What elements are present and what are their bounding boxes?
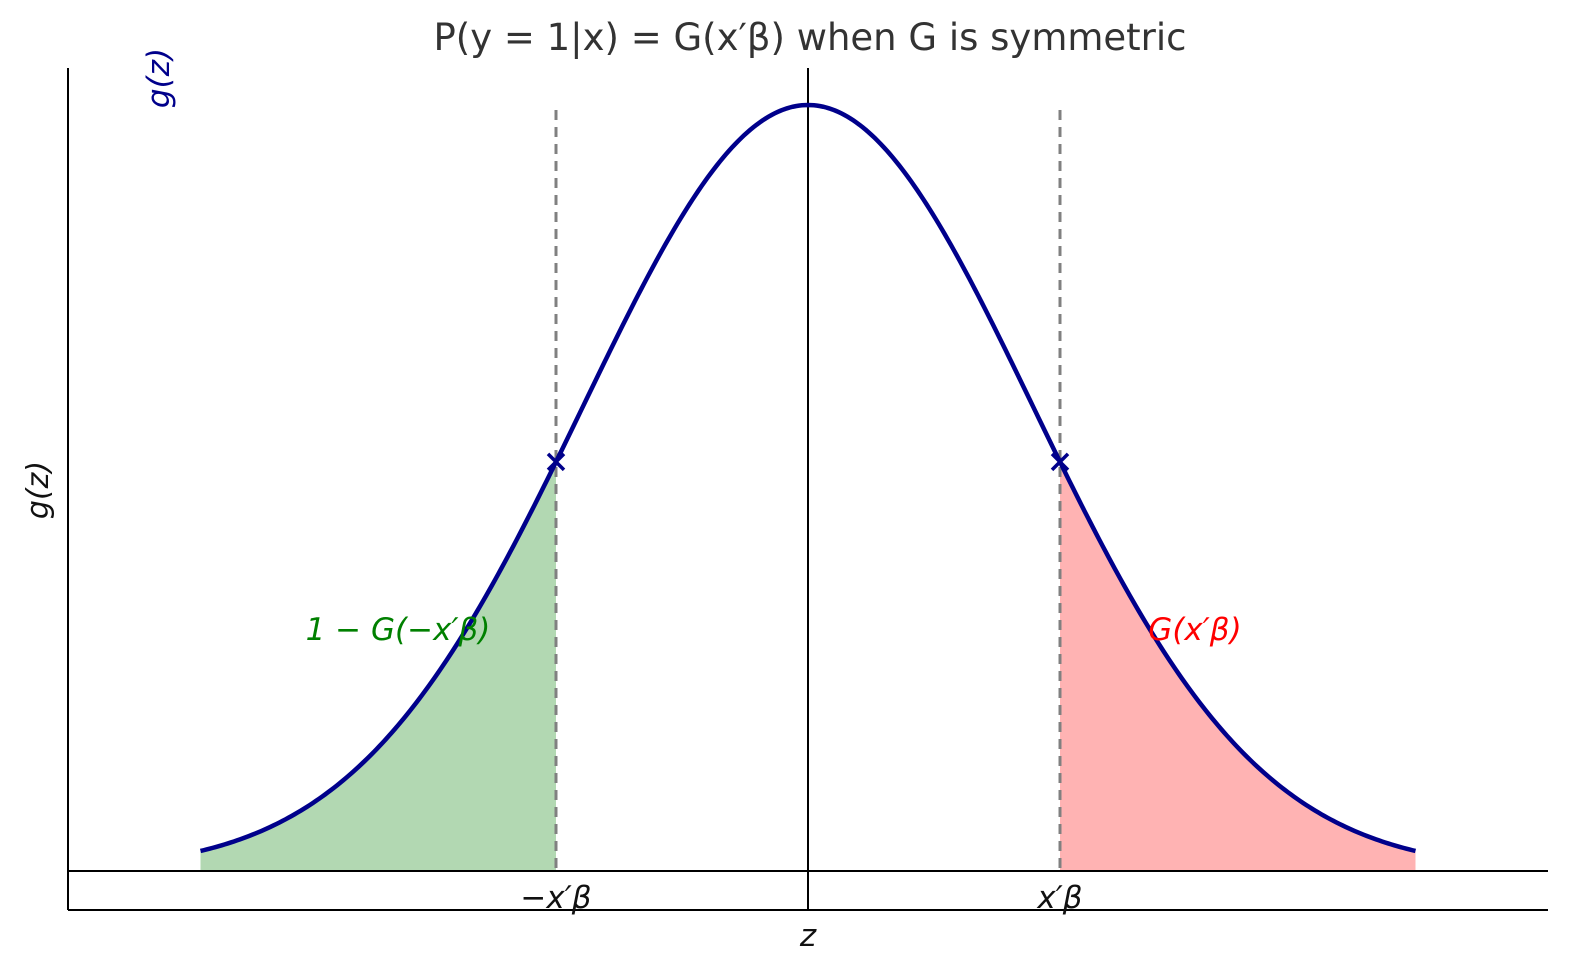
y-axis-label: g(z) bbox=[21, 461, 56, 519]
marker-x-0 bbox=[546, 452, 566, 472]
annotation-G: G(x′β) bbox=[1148, 612, 1241, 648]
shaded-area-left bbox=[200, 461, 556, 871]
tick-label-xbeta: x′β bbox=[1036, 880, 1082, 916]
tick-label-neg-xbeta: −x′β bbox=[520, 880, 591, 916]
curve-label: g(z) bbox=[141, 48, 177, 108]
marker-x-1 bbox=[1050, 452, 1070, 472]
markers-group bbox=[546, 452, 1070, 472]
shaded-area-right bbox=[1060, 461, 1416, 871]
annotation-one-minus-G: 1 − G(−x′β) bbox=[306, 612, 491, 648]
x-axis-label: z bbox=[799, 918, 817, 954]
density-curve bbox=[199, 102, 1417, 854]
chart-title: P(y = 1|x) = G(x′β) when G is symmetric bbox=[433, 16, 1186, 59]
